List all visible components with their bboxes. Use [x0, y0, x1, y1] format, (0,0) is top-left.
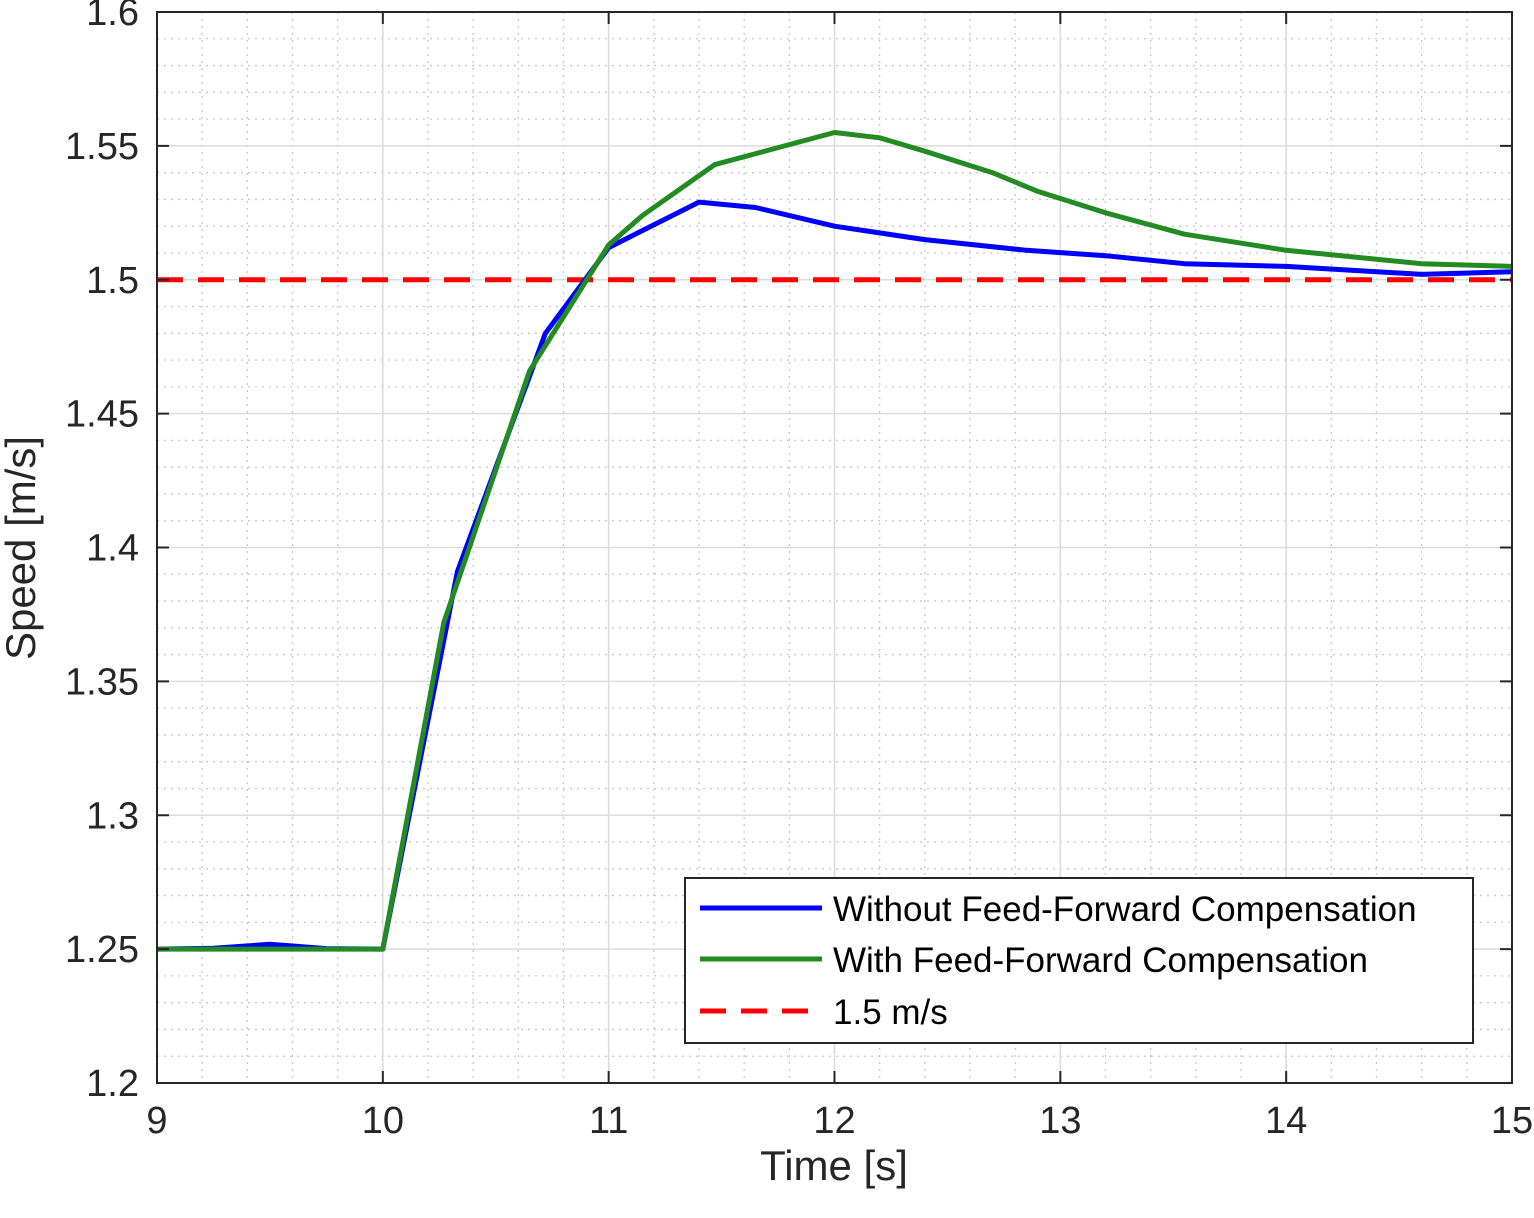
y-tick-label: 1.55 — [65, 126, 139, 168]
x-tick-label: 11 — [589, 1100, 628, 1142]
series-line-1 — [157, 130, 1513, 952]
y-tick-labels: 1.2 1.25 1.3 1.35 1.4 1.45 1.5 1.55 1.6 — [65, 0, 139, 1105]
y-tick-label: 1.5 — [86, 260, 139, 302]
y-tick-label: 1.4 — [86, 528, 139, 570]
x-tick-label: 9 — [146, 1100, 167, 1142]
legend: Without Feed-Forward Compensation With Fe… — [684, 877, 1474, 1044]
series-layer — [156, 130, 1513, 952]
y-tick-label: 1.35 — [65, 661, 139, 703]
x-tick-label: 13 — [1039, 1100, 1081, 1142]
x-tick-label: 12 — [813, 1100, 855, 1142]
x-tick-label: 14 — [1265, 1100, 1307, 1142]
axis-ticks — [156, 11, 1513, 1084]
y-axis-title: Speed [m/s] — [0, 436, 44, 660]
y-tick-label: 1.25 — [65, 929, 139, 971]
x-tick-labels: 9 10 11 12 13 14 15 — [146, 1100, 1533, 1142]
y-tick-label: 1.45 — [65, 394, 139, 436]
x-tick-label: 10 — [362, 1100, 404, 1142]
y-tick-label: 1.3 — [86, 795, 139, 837]
x-axis-title: Time [s] — [760, 1142, 908, 1189]
legend-label: 1.5 m/s — [833, 993, 948, 1032]
legend-label: Without Feed-Forward Compensation — [833, 890, 1417, 929]
legend-label: With Feed-Forward Compensation — [833, 941, 1368, 980]
y-tick-label: 1.2 — [86, 1063, 139, 1105]
y-tick-label: 1.6 — [86, 0, 139, 34]
x-tick-label: 15 — [1491, 1100, 1533, 1142]
